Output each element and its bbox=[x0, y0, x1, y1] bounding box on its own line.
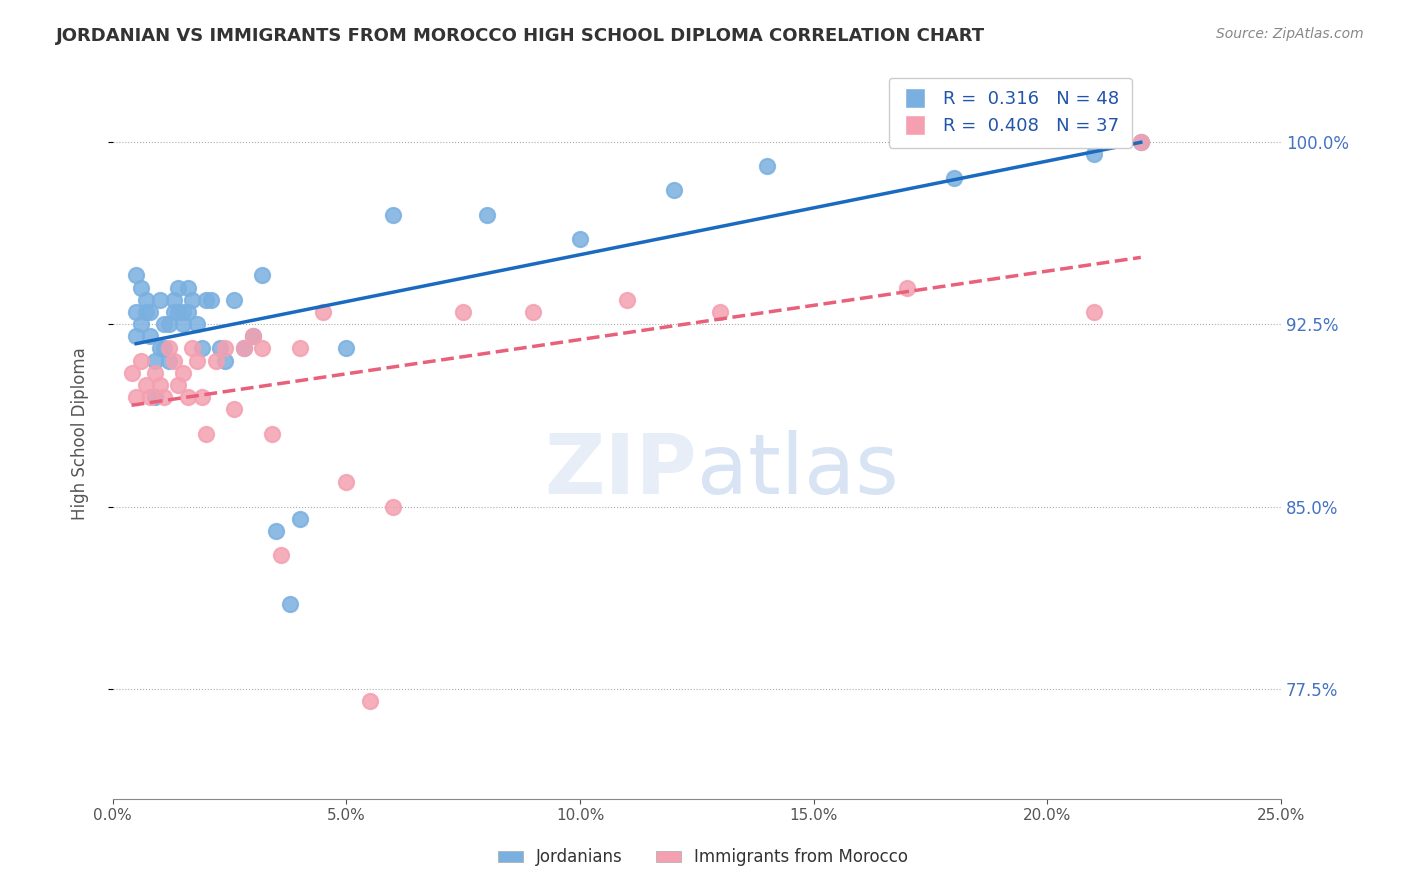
Point bbox=[125, 329, 148, 343]
Point bbox=[135, 305, 157, 319]
Point bbox=[172, 317, 194, 331]
Point bbox=[162, 305, 184, 319]
Point bbox=[709, 305, 731, 319]
Point bbox=[312, 305, 335, 319]
Point bbox=[756, 159, 779, 173]
Point bbox=[176, 305, 198, 319]
Point bbox=[200, 293, 222, 307]
Point bbox=[153, 342, 176, 356]
Point bbox=[176, 390, 198, 404]
Point bbox=[139, 329, 162, 343]
Point bbox=[162, 293, 184, 307]
Point bbox=[214, 353, 236, 368]
Point bbox=[224, 402, 246, 417]
Point bbox=[157, 342, 180, 356]
Point bbox=[121, 366, 143, 380]
Point bbox=[204, 353, 226, 368]
Legend: Jordanians, Immigrants from Morocco: Jordanians, Immigrants from Morocco bbox=[489, 840, 917, 875]
Point bbox=[232, 342, 254, 356]
Point bbox=[252, 342, 274, 356]
Point bbox=[214, 342, 236, 356]
Point bbox=[186, 353, 208, 368]
Point bbox=[209, 342, 232, 356]
Point bbox=[129, 317, 152, 331]
Point bbox=[167, 280, 190, 294]
Point bbox=[172, 366, 194, 380]
Point bbox=[139, 305, 162, 319]
Point bbox=[382, 208, 405, 222]
Text: ZIP: ZIP bbox=[544, 430, 697, 510]
Point bbox=[1083, 146, 1105, 161]
Point bbox=[335, 475, 357, 490]
Point bbox=[569, 232, 592, 246]
Text: atlas: atlas bbox=[697, 430, 898, 510]
Point bbox=[148, 378, 170, 392]
Point bbox=[453, 305, 475, 319]
Point bbox=[148, 342, 170, 356]
Point bbox=[266, 524, 288, 538]
Point bbox=[288, 512, 311, 526]
Point bbox=[382, 500, 405, 514]
Point bbox=[616, 293, 638, 307]
Point bbox=[125, 390, 148, 404]
Text: JORDANIAN VS IMMIGRANTS FROM MOROCCO HIGH SCHOOL DIPLOMA CORRELATION CHART: JORDANIAN VS IMMIGRANTS FROM MOROCCO HIG… bbox=[56, 27, 986, 45]
Point bbox=[280, 597, 302, 611]
Point bbox=[1129, 135, 1152, 149]
Point bbox=[232, 342, 254, 356]
Point bbox=[195, 293, 218, 307]
Y-axis label: High School Diploma: High School Diploma bbox=[72, 347, 89, 520]
Point bbox=[172, 305, 194, 319]
Point bbox=[129, 353, 152, 368]
Point bbox=[252, 268, 274, 283]
Point bbox=[176, 280, 198, 294]
Point bbox=[139, 390, 162, 404]
Point bbox=[125, 268, 148, 283]
Point bbox=[181, 342, 204, 356]
Point bbox=[125, 305, 148, 319]
Point bbox=[143, 353, 166, 368]
Point bbox=[359, 694, 381, 708]
Point bbox=[270, 549, 292, 563]
Point bbox=[135, 293, 157, 307]
Point bbox=[662, 183, 685, 197]
Point bbox=[896, 280, 918, 294]
Point bbox=[153, 317, 176, 331]
Point bbox=[1129, 135, 1152, 149]
Point bbox=[153, 390, 176, 404]
Point bbox=[260, 426, 283, 441]
Point bbox=[162, 353, 184, 368]
Point bbox=[167, 305, 190, 319]
Point bbox=[143, 390, 166, 404]
Point bbox=[475, 208, 498, 222]
Point bbox=[335, 342, 357, 356]
Point bbox=[157, 353, 180, 368]
Point bbox=[157, 317, 180, 331]
Point bbox=[190, 342, 212, 356]
Point bbox=[288, 342, 311, 356]
Point bbox=[942, 171, 965, 186]
Point bbox=[1083, 305, 1105, 319]
Point bbox=[148, 293, 170, 307]
Text: Source: ZipAtlas.com: Source: ZipAtlas.com bbox=[1216, 27, 1364, 41]
Point bbox=[242, 329, 264, 343]
Point bbox=[224, 293, 246, 307]
Point bbox=[190, 390, 212, 404]
Point bbox=[186, 317, 208, 331]
Legend: R =  0.316   N = 48, R =  0.408   N = 37: R = 0.316 N = 48, R = 0.408 N = 37 bbox=[889, 78, 1132, 148]
Point bbox=[167, 378, 190, 392]
Point bbox=[129, 280, 152, 294]
Point bbox=[242, 329, 264, 343]
Point bbox=[181, 293, 204, 307]
Point bbox=[195, 426, 218, 441]
Point bbox=[135, 378, 157, 392]
Point bbox=[143, 366, 166, 380]
Point bbox=[522, 305, 544, 319]
